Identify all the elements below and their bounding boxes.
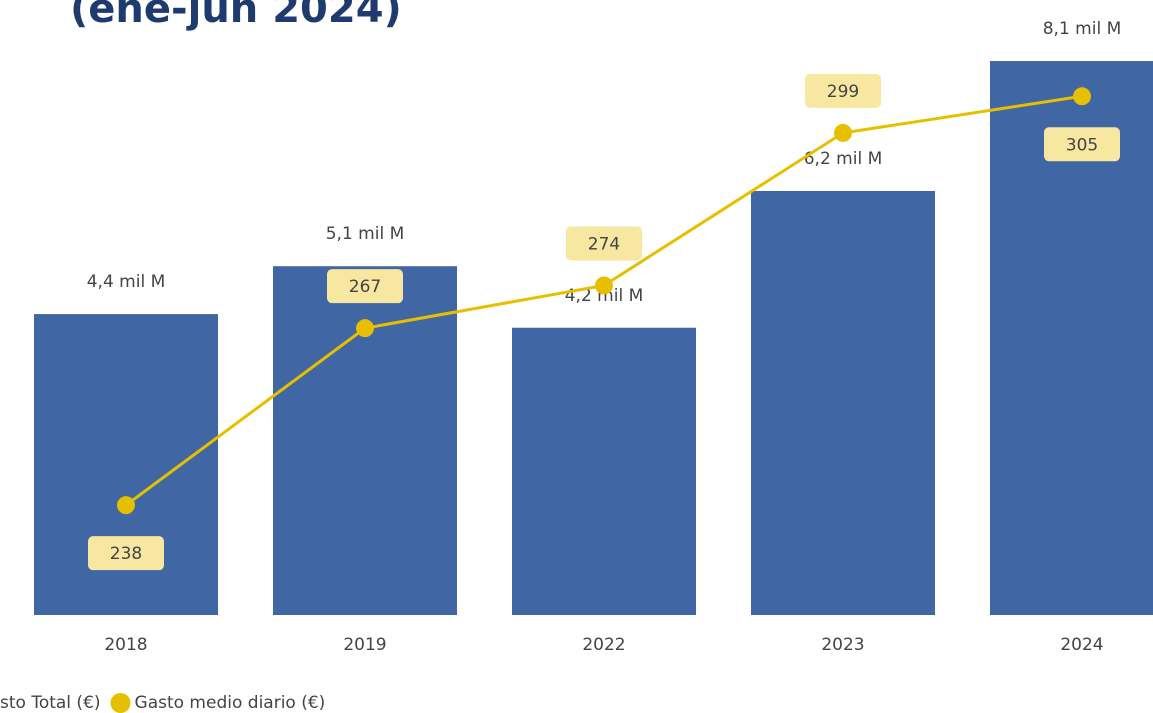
x-tick-label: 2024 (1060, 635, 1103, 655)
bar-value-label: 4,2 mil M (565, 286, 644, 306)
bar (512, 327, 696, 615)
legend-swatch (110, 693, 131, 713)
label-box (88, 536, 164, 571)
line-value-label: 305 (1044, 127, 1120, 162)
bar-value-label: 5,1 mil M (326, 224, 405, 244)
label-box (805, 73, 881, 108)
bar-value-label: 8,1 mil M (1043, 19, 1122, 39)
bar-value-label: 4,4 mil M (87, 272, 166, 292)
x-tick-label: 2018 (104, 635, 147, 655)
label-box (1044, 127, 1120, 162)
line-value-text: 305 (1066, 135, 1098, 155)
line-value-label: 267 (327, 269, 403, 304)
line-value-text: 274 (588, 234, 620, 254)
legend-label: sto Total (€) (0, 693, 101, 713)
line-value-label: 299 (805, 73, 881, 108)
line-point (834, 123, 852, 142)
bar-value-label: 6,2 mil M (804, 149, 883, 169)
x-tick-label: 2022 (582, 635, 625, 655)
line-point (117, 496, 135, 515)
x-tick-label: 2023 (821, 635, 864, 655)
legend-label: Gasto medio diario (€) (135, 693, 326, 713)
line-point (356, 319, 374, 338)
label-box (327, 269, 403, 304)
line-value-label: 238 (88, 536, 164, 571)
line-value-text: 299 (827, 82, 859, 102)
chart-title: (ene-jun 2024) (70, 0, 402, 32)
label-box (566, 226, 642, 261)
bar (751, 190, 935, 616)
line-value-text: 238 (110, 544, 142, 564)
line-value-text: 267 (349, 277, 381, 297)
bar (273, 266, 457, 615)
x-tick-label: 2019 (343, 635, 386, 655)
line-point (595, 276, 613, 295)
line-value-label: 274 (566, 226, 642, 261)
line-point (1073, 87, 1091, 106)
